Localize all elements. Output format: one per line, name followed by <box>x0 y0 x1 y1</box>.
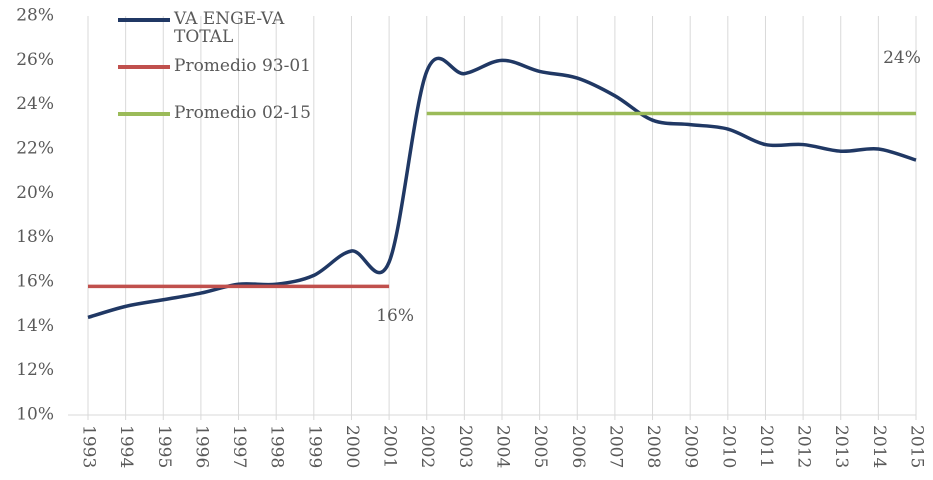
data-label: 16% <box>376 306 414 326</box>
legend-label: VA ENGE-VA TOTAL <box>174 9 285 47</box>
x-tick-label: 1994 <box>116 425 136 468</box>
y-tick-label: 28% <box>16 6 54 26</box>
y-tick-label: 14% <box>16 316 54 336</box>
x-tick-label: 2007 <box>605 425 625 468</box>
y-tick-label: 10% <box>16 405 54 425</box>
legend-label: Promedio 93-01 <box>174 56 311 76</box>
x-tick-label: 1995 <box>154 425 174 468</box>
y-tick-label: 24% <box>16 94 54 114</box>
x-tick-label: 2005 <box>530 425 550 468</box>
x-tick-label: 2010 <box>718 425 738 468</box>
x-tick-label: 1997 <box>229 425 249 468</box>
x-tick-label: 2001 <box>380 425 400 468</box>
y-tick-label: 22% <box>16 139 54 159</box>
x-tick-label: 2002 <box>417 425 437 468</box>
y-tick-label: 12% <box>16 360 54 380</box>
x-tick-label: 1998 <box>267 425 287 468</box>
x-tick-label: 2015 <box>907 425 927 468</box>
x-tick-label: 1996 <box>191 425 211 468</box>
x-tick-label: 2012 <box>794 425 814 468</box>
y-tick-label: 16% <box>16 272 54 292</box>
x-tick-label: 1993 <box>79 425 99 468</box>
x-tick-label: 2014 <box>869 425 889 468</box>
series-line <box>87 56 917 320</box>
legend-label: Promedio 02-15 <box>174 103 311 123</box>
x-tick-label: 2008 <box>643 425 663 468</box>
x-tick-label: 2003 <box>455 425 475 468</box>
x-tick-label: 2009 <box>681 425 701 468</box>
y-tick-label: 26% <box>16 50 54 70</box>
x-tick-label: 2006 <box>568 425 588 468</box>
y-tick-label: 18% <box>16 227 54 247</box>
x-tick-label: 1999 <box>304 425 324 468</box>
x-tick-label: 2004 <box>493 425 513 468</box>
x-tick-label: 2013 <box>831 425 851 468</box>
x-tick-label: 2000 <box>342 425 362 468</box>
x-tick-label: 2011 <box>756 425 776 468</box>
data-label: 24% <box>883 48 921 68</box>
y-tick-label: 20% <box>16 183 54 203</box>
